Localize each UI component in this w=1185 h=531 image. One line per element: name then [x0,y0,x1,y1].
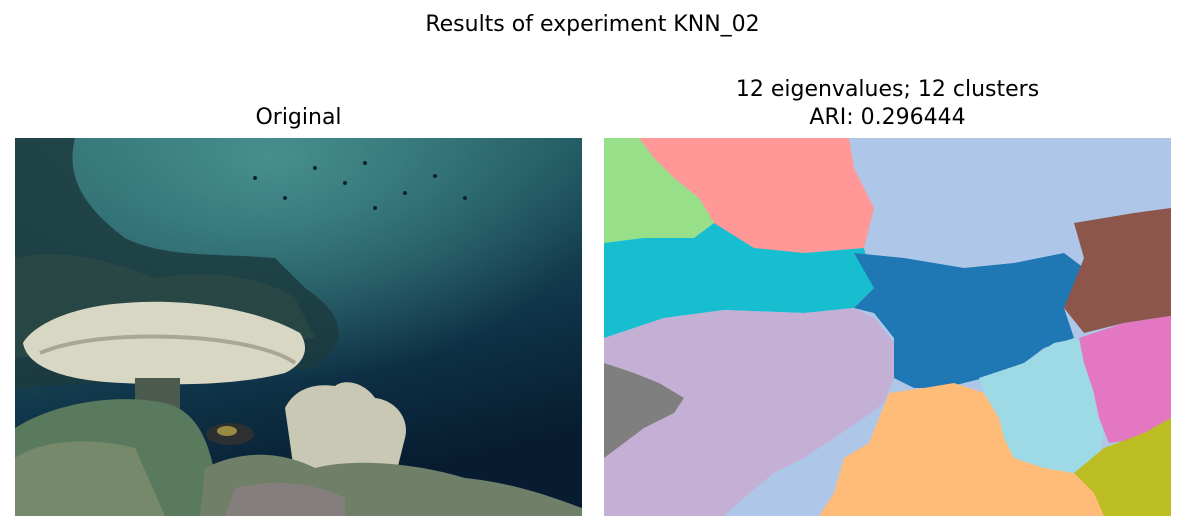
original-title: Original [255,105,342,130]
underwater-reef-photo [15,138,582,516]
figure-suptitle: Results of experiment KNN_02 [425,12,760,37]
segmentation-title: 12 eigenvalues; 12 clusters ARI: 0.29644… [604,76,1171,132]
segmentation-title-line1: 12 eigenvalues; 12 clusters [735,77,1040,102]
segmentation-image [604,138,1171,516]
segmentation-title-line2: ARI: 0.296444 [809,105,966,130]
original-image [15,138,582,516]
segmentation-map [604,138,1171,516]
